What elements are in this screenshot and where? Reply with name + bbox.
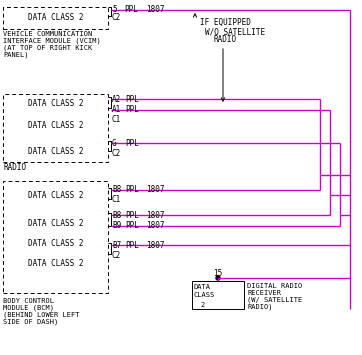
Text: DATA CLASS 2: DATA CLASS 2 [28,258,83,268]
Text: 1807: 1807 [146,5,164,15]
Text: RADIO: RADIO [3,163,26,171]
Text: A2: A2 [112,94,121,104]
Text: PPL: PPL [125,105,139,115]
Text: MODULE (BCM): MODULE (BCM) [3,305,54,311]
Text: B8: B8 [112,211,121,219]
Text: PPL: PPL [125,94,139,104]
Text: 1807: 1807 [146,222,164,230]
Text: DIGITAL RADIO: DIGITAL RADIO [247,283,302,289]
Text: PPL: PPL [125,211,139,219]
Text: DATA CLASS 2: DATA CLASS 2 [28,147,83,155]
Text: (BEHIND LOWER LEFT: (BEHIND LOWER LEFT [3,312,80,318]
Text: DATA CLASS 2: DATA CLASS 2 [28,239,83,247]
Text: INTERFACE MODULE (VCIM): INTERFACE MODULE (VCIM) [3,38,101,44]
Text: 5: 5 [112,5,117,15]
Text: PPL: PPL [124,5,138,15]
Text: CLASS: CLASS [194,292,215,298]
Text: G: G [112,138,117,147]
Text: DATA CLASS 2: DATA CLASS 2 [28,218,83,228]
Text: RECEIVER: RECEIVER [247,290,281,296]
Text: PPL: PPL [125,186,139,195]
Text: PANEL): PANEL) [3,52,29,58]
Text: DATA CLASS 2: DATA CLASS 2 [28,99,83,109]
Text: DATA CLASS 2: DATA CLASS 2 [28,121,83,131]
Text: SIDE OF DASH): SIDE OF DASH) [3,319,58,325]
Text: B9: B9 [112,222,121,230]
Bar [3,7,108,29]
Text: BODY CONTROL: BODY CONTROL [3,298,54,304]
Text: B8: B8 [112,186,121,195]
Bar [192,281,244,309]
Text: 15: 15 [213,268,222,278]
Bar [3,181,108,293]
Text: W/O SATELLITE: W/O SATELLITE [205,27,265,37]
Text: IF EQUIPPED: IF EQUIPPED [200,17,251,27]
Text: C1: C1 [112,196,121,204]
Text: 1807: 1807 [146,211,164,219]
Text: 1807: 1807 [146,240,164,250]
Text: C1: C1 [112,115,121,124]
Text: DATA CLASS 2: DATA CLASS 2 [28,191,83,200]
Text: PPL: PPL [125,240,139,250]
Text: PPL: PPL [125,222,139,230]
Text: 1807: 1807 [146,186,164,195]
Bar [3,94,108,162]
Text: 2: 2 [200,302,204,308]
Text: DATA: DATA [194,284,211,290]
Text: A1: A1 [112,105,121,115]
Text: B7: B7 [112,240,121,250]
Text: VEHICLE COMMUNICATION: VEHICLE COMMUNICATION [3,31,92,37]
Text: DATA CLASS 2: DATA CLASS 2 [28,13,83,22]
Text: C2: C2 [112,251,121,260]
Text: RADIO: RADIO [213,36,236,44]
Circle shape [216,276,220,280]
Text: PPL: PPL [125,138,139,147]
Text: (W/ SATELLITE: (W/ SATELLITE [247,297,302,303]
Text: C2: C2 [112,13,121,22]
Text: C2: C2 [112,148,121,158]
Text: RADIO): RADIO) [247,304,273,310]
Text: (AT TOP OF RIGHT KICK: (AT TOP OF RIGHT KICK [3,45,92,51]
